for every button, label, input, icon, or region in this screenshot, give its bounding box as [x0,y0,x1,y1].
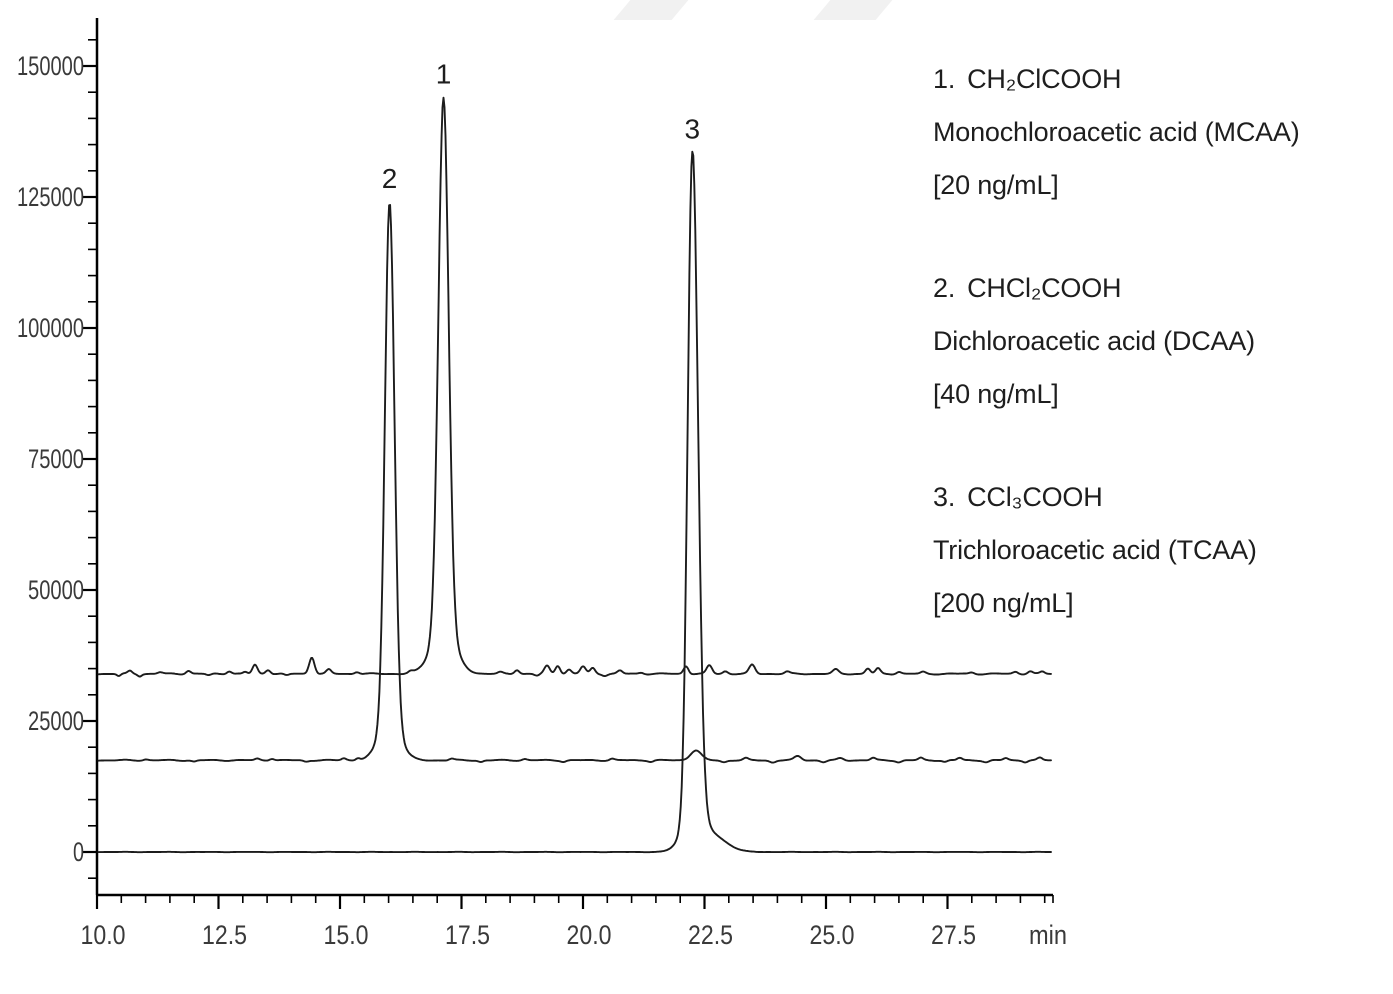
legend-item-number: 3. [933,482,956,512]
x-tick-label: 27.5 [931,920,976,950]
legend-item-number: 2. [933,273,956,303]
y-tick-label: 150000 [17,51,84,81]
compound-name: Monochloroacetic acid (MCAA) [933,117,1300,147]
concentration: [20 ng/mL] [933,170,1059,200]
legend-item-formula: CHCl₂COOH [967,273,1122,303]
x-tick-label: 25.0 [810,920,855,950]
peak-number-label: 1 [436,58,452,89]
x-tick-label: 22.5 [688,920,733,950]
legend-formula-line: 3. CCl₃COOH [933,471,1373,524]
x-tick-label: 20.0 [567,920,612,950]
legend-item-formula: CCl₃COOH [967,482,1103,512]
y-tick-label: 100000 [17,313,84,343]
compound-name: Trichloroacetic acid (TCAA) [933,535,1257,565]
legend-item-1: 1. CH₂ClCOOH Monochloroacetic acid (MCAA)… [933,53,1373,212]
axis-ticks [83,38,1054,909]
traces [97,96,1052,854]
y-tick-label: 25000 [28,706,84,736]
concentration: [40 ng/mL] [933,379,1059,409]
legend: 1. CH₂ClCOOH Monochloroacetic acid (MCAA)… [933,53,1373,680]
trace-2 [97,204,1052,764]
x-axis-unit-label: min [1029,920,1067,950]
y-tick-label: 125000 [17,182,84,212]
concentration: [200 ng/mL] [933,588,1074,618]
peak-number-label: 3 [685,113,701,144]
legend-item-2: 2. CHCl₂COOH Dichloroacetic acid (DCAA) [… [933,262,1373,421]
peak-number-label: 2 [382,163,398,194]
x-tick-label: 12.5 [202,920,247,950]
x-tick-label: 17.5 [445,920,490,950]
axes [95,18,1053,897]
trace-1 [97,96,1052,678]
legend-item-number: 1. [933,64,956,94]
axis-labels: 10.0 12.5 15.0 17.5 20.0 22.5 25.0 27.5 min02500… [17,51,1067,950]
legend-formula-line: 2. CHCl₂COOH [933,262,1373,315]
legend-item-formula: CH₂ClCOOH [967,64,1122,94]
x-tick-label: 15.0 [324,920,369,950]
trace-3 [97,150,1052,854]
y-tick-label: 0 [73,837,84,867]
y-tick-label: 50000 [28,575,84,605]
legend-item-3: 3. CCl₃COOH Trichloroacetic acid (TCAA) [… [933,471,1373,630]
compound-name: Dichloroacetic acid (DCAA) [933,326,1255,356]
peak-labels: 1 2 3 [382,58,700,194]
x-tick-label: 10.0 [81,920,126,950]
legend-formula-line: 1. CH₂ClCOOH [933,53,1373,106]
y-tick-label: 75000 [28,444,84,474]
